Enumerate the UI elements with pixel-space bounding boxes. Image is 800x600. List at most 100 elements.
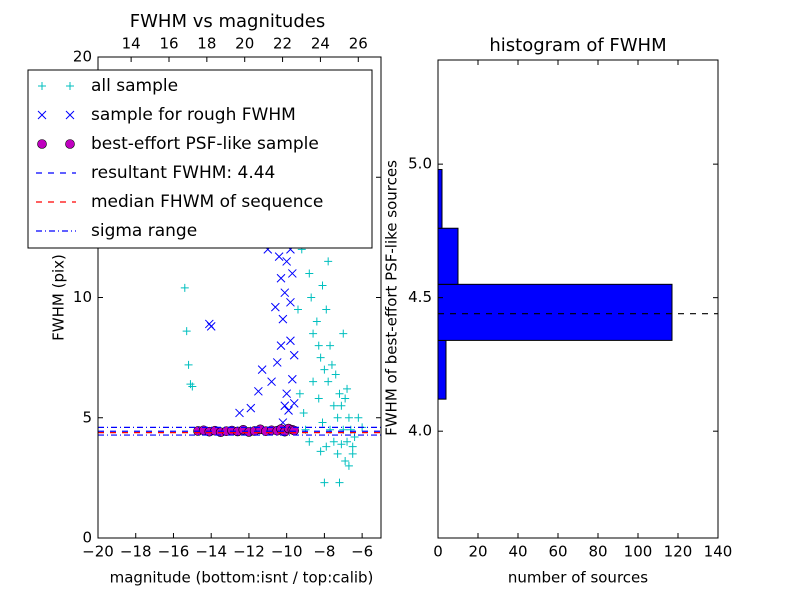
point (206, 322, 216, 331)
point (316, 353, 325, 362)
point (280, 401, 290, 411)
point (344, 461, 353, 470)
point (289, 350, 299, 360)
x-axis-label: magnitude (bottom:isnt / top:calib) (110, 569, 374, 587)
legend-label: median FHWM of sequence (91, 192, 323, 212)
axes-frame (437, 59, 719, 539)
point (337, 401, 346, 410)
point (309, 329, 318, 338)
point (335, 478, 344, 487)
point (270, 302, 280, 312)
x-tick-label: −12 (233, 543, 265, 561)
point (312, 317, 321, 326)
x-axis-label: number of sources (508, 569, 648, 587)
point (278, 314, 288, 324)
bar (437, 283, 673, 341)
legend-marker (38, 82, 46, 90)
point (318, 281, 327, 290)
y-tick-label: 0 (82, 529, 92, 547)
x-tick-label: 120 (664, 543, 693, 561)
point (329, 437, 338, 446)
legend-label: sigma range (91, 221, 197, 241)
chart-title: histogram of FWHM (489, 35, 666, 56)
point (322, 442, 331, 451)
y-tick-label: 4.0 (408, 422, 432, 440)
x2-tick-label: 16 (159, 35, 178, 53)
x2-tick-label: 20 (235, 35, 254, 53)
point (188, 382, 197, 391)
point (286, 336, 295, 346)
legend-label: all sample (91, 76, 178, 96)
x2-tick-label: 26 (349, 35, 368, 53)
y-tick-label: 20 (73, 48, 92, 66)
y-axis-label: FWHM of best-effort PSF-like sources (383, 160, 401, 436)
x-tick-label: 60 (548, 543, 567, 561)
point (348, 442, 357, 451)
x-tick-label: −20 (82, 543, 114, 561)
point (320, 365, 329, 374)
x-tick-label: 80 (588, 543, 607, 561)
point (305, 269, 314, 278)
point (276, 273, 286, 283)
bar (437, 227, 459, 285)
bar (437, 168, 443, 229)
point (276, 341, 286, 350)
point (314, 341, 323, 350)
point (309, 377, 318, 386)
point (272, 358, 282, 367)
point (287, 269, 297, 278)
point (314, 394, 323, 403)
point (333, 449, 342, 458)
x2-tick-label: 24 (311, 35, 330, 53)
y-axis-label: FWHM (pix) (50, 254, 68, 341)
x-tick-label: −16 (158, 543, 190, 561)
point (316, 447, 325, 456)
point (343, 384, 352, 393)
point (335, 389, 344, 398)
point (326, 341, 335, 350)
point (289, 398, 299, 408)
point (341, 394, 350, 403)
point (299, 408, 308, 417)
point (344, 413, 353, 422)
point (337, 440, 346, 449)
point (327, 360, 336, 369)
point (350, 432, 359, 441)
point (329, 401, 338, 410)
x-tick-label: −6 (351, 543, 373, 561)
legend-marker (37, 110, 47, 120)
point (182, 327, 191, 336)
point (287, 374, 297, 384)
point (286, 297, 295, 307)
legend-marker (65, 110, 75, 120)
point (324, 257, 333, 266)
x2-tick-label: 14 (122, 35, 141, 53)
x-tick-label: −18 (120, 543, 152, 561)
point (267, 377, 276, 387)
point (348, 449, 357, 458)
legend-box (27, 69, 373, 249)
point (322, 305, 331, 314)
legend-label: sample for rough FWHM (91, 105, 296, 125)
legend-marker (37, 139, 47, 149)
point (331, 370, 340, 379)
y-tick-label: 5 (82, 408, 92, 426)
point (180, 283, 189, 292)
point (295, 389, 304, 398)
x-tick-label: −10 (271, 543, 303, 561)
x-tick-label: −14 (195, 543, 227, 561)
point (318, 418, 327, 427)
point (184, 360, 193, 369)
point (341, 457, 350, 466)
x-tick-label: −8 (313, 543, 335, 561)
point (305, 437, 314, 446)
point (284, 406, 293, 415)
legend-marker (66, 82, 74, 90)
point (333, 413, 342, 422)
point (307, 293, 316, 302)
x-tick-label: 100 (624, 543, 653, 561)
x-tick-label: 140 (704, 543, 733, 561)
point (282, 257, 292, 266)
